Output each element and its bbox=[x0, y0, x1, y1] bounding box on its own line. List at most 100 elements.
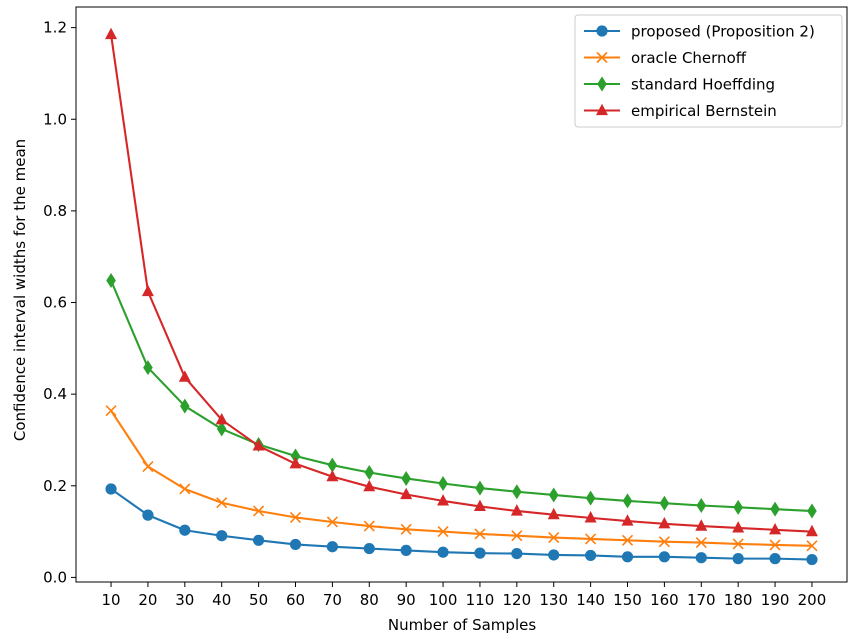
data-point bbox=[474, 528, 486, 540]
x-tick-label: 100 bbox=[429, 591, 458, 609]
data-point bbox=[179, 524, 191, 536]
series-line bbox=[109, 409, 814, 547]
axes-frame bbox=[75, 6, 848, 583]
series-1 bbox=[105, 483, 818, 566]
series-line bbox=[109, 33, 814, 533]
series-3 bbox=[106, 273, 817, 519]
y-tick-label: 0.4 bbox=[43, 385, 67, 403]
data-point bbox=[695, 519, 708, 531]
x-tick-label: 10 bbox=[101, 591, 120, 609]
x-tick-label: 190 bbox=[761, 591, 790, 609]
data-point bbox=[585, 533, 597, 545]
data-point bbox=[659, 495, 670, 511]
data-point bbox=[438, 475, 448, 491]
y-tick-label: 1.2 bbox=[43, 19, 67, 37]
data-point bbox=[105, 27, 118, 40]
data-point bbox=[216, 497, 228, 509]
data-point bbox=[363, 542, 375, 555]
data-point bbox=[252, 439, 265, 451]
data-point bbox=[511, 547, 523, 560]
data-point bbox=[548, 549, 560, 561]
x-tick-label: 80 bbox=[360, 591, 379, 609]
legend-item: standard Hoeffding bbox=[584, 76, 775, 94]
data-point bbox=[401, 470, 411, 486]
x-tick-label: 170 bbox=[687, 591, 716, 609]
data-point bbox=[769, 553, 781, 565]
series-line bbox=[109, 487, 814, 561]
data-point bbox=[696, 497, 707, 513]
data-point bbox=[475, 480, 485, 496]
x-tick-label: 200 bbox=[798, 591, 827, 609]
data-point bbox=[363, 520, 375, 532]
data-point bbox=[585, 490, 596, 506]
data-point bbox=[807, 503, 817, 519]
data-point bbox=[437, 494, 450, 506]
data-point bbox=[511, 530, 523, 542]
x-tick-label: 50 bbox=[249, 591, 268, 609]
x-tick-label: 70 bbox=[323, 591, 342, 609]
data-point bbox=[364, 464, 375, 480]
axes: 10 20 30 40 50 60 70 80 90 100 110 120 130 140 150 160 1… bbox=[43, 6, 848, 609]
data-point bbox=[327, 457, 338, 473]
x-tick-label: 130 bbox=[539, 591, 568, 609]
data-point bbox=[326, 516, 338, 528]
data-point bbox=[216, 421, 227, 437]
y-axis-label: Confidence interval widths for the mean bbox=[11, 139, 29, 441]
x-tick-label: 20 bbox=[138, 591, 157, 609]
legend-marker bbox=[596, 103, 608, 116]
legend-label: proposed (Proposition 2) bbox=[631, 23, 815, 41]
data-point bbox=[400, 523, 412, 535]
data-point bbox=[769, 522, 782, 535]
data-point bbox=[178, 370, 191, 382]
data-point bbox=[216, 530, 228, 542]
data-point bbox=[437, 526, 449, 538]
data-point bbox=[658, 517, 671, 529]
legend-item: empirical Bernstein bbox=[584, 102, 777, 120]
data-point bbox=[547, 507, 560, 520]
data-point bbox=[769, 539, 781, 551]
y-tick-label: 0.6 bbox=[43, 294, 67, 312]
x-tick-label: 110 bbox=[466, 591, 495, 609]
data-point bbox=[806, 553, 818, 566]
data-point bbox=[142, 460, 154, 473]
series-2 bbox=[105, 405, 818, 552]
data-point bbox=[105, 405, 117, 417]
legend-label: standard Hoeffding bbox=[631, 76, 775, 94]
y-tick-label: 0.8 bbox=[43, 202, 67, 220]
data-point bbox=[512, 484, 522, 500]
data-point bbox=[695, 537, 707, 549]
data-point bbox=[584, 511, 597, 523]
data-point bbox=[733, 499, 743, 515]
data-point bbox=[621, 551, 634, 563]
x-tick-label: 180 bbox=[724, 591, 753, 609]
data-point bbox=[658, 551, 670, 563]
data-point bbox=[400, 487, 413, 500]
data-point bbox=[658, 536, 670, 548]
legend-item: proposed (Proposition 2) bbox=[584, 23, 815, 41]
data-point bbox=[141, 284, 154, 297]
data-point bbox=[548, 487, 559, 503]
data-point bbox=[732, 553, 744, 565]
series-4 bbox=[105, 27, 818, 537]
data-point bbox=[142, 509, 154, 521]
data-point bbox=[474, 547, 486, 559]
x-tick-label: 120 bbox=[503, 591, 532, 609]
x-tick-label: 30 bbox=[175, 591, 194, 609]
legend-marker bbox=[597, 76, 607, 92]
y-tick-label: 1.0 bbox=[43, 110, 67, 128]
data-point bbox=[585, 549, 597, 562]
data-point bbox=[215, 413, 228, 425]
data-point bbox=[363, 479, 376, 492]
data-point bbox=[106, 273, 116, 289]
y-tick-label: 0.2 bbox=[43, 477, 67, 495]
data-point bbox=[437, 546, 449, 558]
data-point bbox=[621, 534, 634, 546]
data-point bbox=[695, 552, 707, 564]
data-point bbox=[400, 544, 412, 556]
data-point bbox=[180, 398, 190, 414]
x-tick-label: 140 bbox=[576, 591, 605, 609]
data-point bbox=[326, 469, 339, 482]
legend-marker bbox=[596, 25, 608, 37]
